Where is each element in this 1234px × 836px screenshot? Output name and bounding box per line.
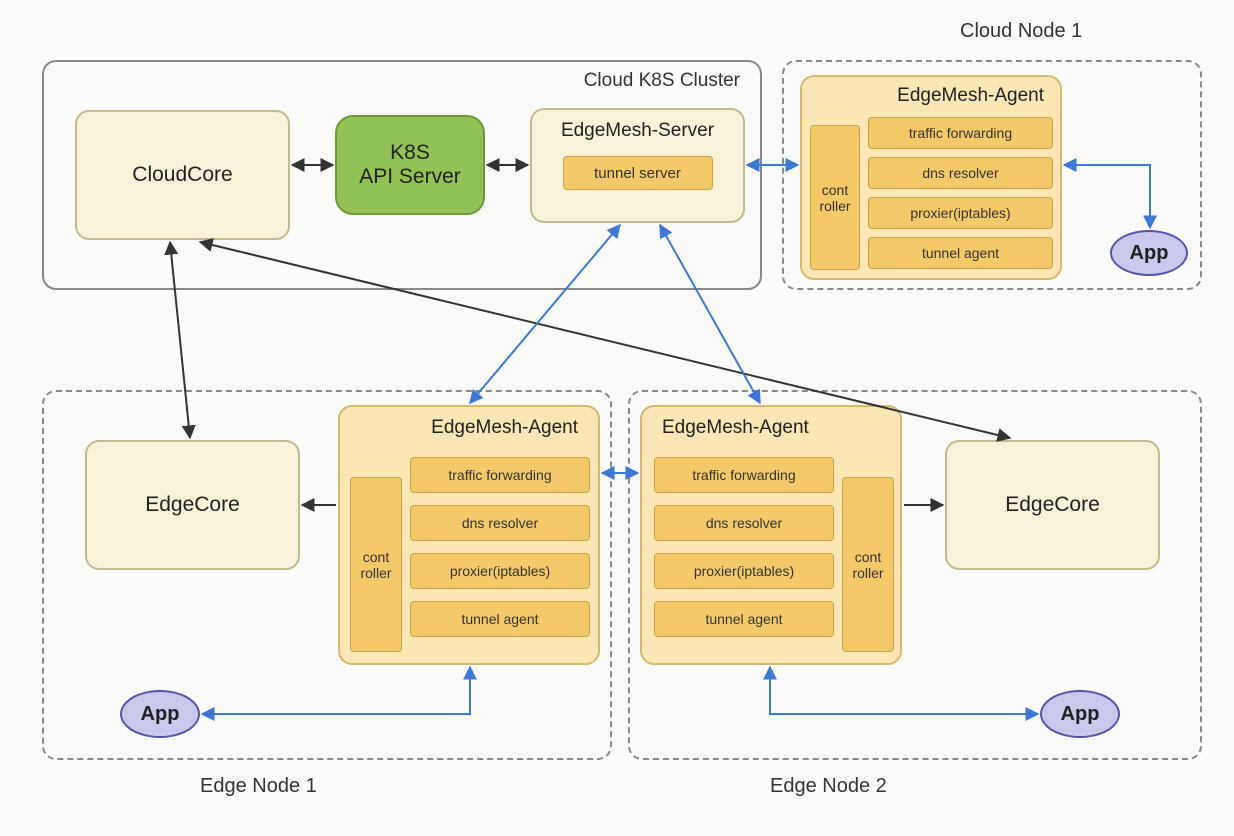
sub-tunnel-server: tunnel server xyxy=(563,156,713,190)
node-app-e1: App xyxy=(120,690,200,738)
agent-e2-proxier: proxier(iptables) xyxy=(654,553,834,589)
agent-e1-traffic: traffic forwarding xyxy=(410,457,590,493)
node-agent-e2: EdgeMesh-Agent traffic forwarding dns re… xyxy=(640,405,902,665)
node-edgecore2: EdgeCore xyxy=(945,440,1160,570)
node-edgemesh-server: EdgeMesh-Server tunnel server xyxy=(530,108,745,223)
node-app-e2-label: App xyxy=(1061,703,1100,726)
group-cloud-cluster-title: Cloud K8S Cluster xyxy=(584,70,740,92)
node-edgecore1: EdgeCore xyxy=(85,440,300,570)
agent-e2-controller: cont roller xyxy=(842,477,894,652)
group-cloud-node1-title: Cloud Node 1 xyxy=(960,20,1082,43)
node-k8s-api-server: K8S API Server xyxy=(335,115,485,215)
node-agent-cloud: EdgeMesh-Agent cont roller traffic forwa… xyxy=(800,75,1062,280)
node-app-cloud-label: App xyxy=(1130,242,1169,265)
agent-cloud-traffic: traffic forwarding xyxy=(868,117,1053,149)
node-agent-cloud-label: EdgeMesh-Agent xyxy=(897,85,1044,107)
node-app-e1-label: App xyxy=(141,703,180,726)
diagram-stage: Cloud K8S Cluster Cloud Node 1 Edge Node… xyxy=(0,0,1234,836)
node-cloudcore: CloudCore xyxy=(75,110,290,240)
group-edge-node1-title: Edge Node 1 xyxy=(200,775,317,798)
node-app-e2: App xyxy=(1040,690,1120,738)
agent-cloud-controller: cont roller xyxy=(810,125,860,270)
node-k8s-label: K8S API Server xyxy=(359,141,461,189)
node-edgecore1-label: EdgeCore xyxy=(145,493,240,517)
agent-e2-tunnel: tunnel agent xyxy=(654,601,834,637)
agent-e1-controller: cont roller xyxy=(350,477,402,652)
agent-cloud-tunnel: tunnel agent xyxy=(868,237,1053,269)
group-edge-node2-title: Edge Node 2 xyxy=(770,775,887,798)
node-agent-e1-label: EdgeMesh-Agent xyxy=(431,417,578,439)
node-agent-e1: EdgeMesh-Agent cont roller traffic forwa… xyxy=(338,405,600,665)
agent-cloud-dns: dns resolver xyxy=(868,157,1053,189)
node-cloudcore-label: CloudCore xyxy=(132,163,232,187)
agent-e1-dns: dns resolver xyxy=(410,505,590,541)
agent-e2-dns: dns resolver xyxy=(654,505,834,541)
agent-e1-tunnel: tunnel agent xyxy=(410,601,590,637)
node-edgemesh-server-label: EdgeMesh-Server xyxy=(561,120,714,142)
agent-e2-traffic: traffic forwarding xyxy=(654,457,834,493)
agent-e1-proxier: proxier(iptables) xyxy=(410,553,590,589)
node-app-cloud: App xyxy=(1110,230,1188,276)
node-agent-e2-label: EdgeMesh-Agent xyxy=(662,417,809,439)
agent-cloud-proxier: proxier(iptables) xyxy=(868,197,1053,229)
node-edgecore2-label: EdgeCore xyxy=(1005,493,1100,517)
